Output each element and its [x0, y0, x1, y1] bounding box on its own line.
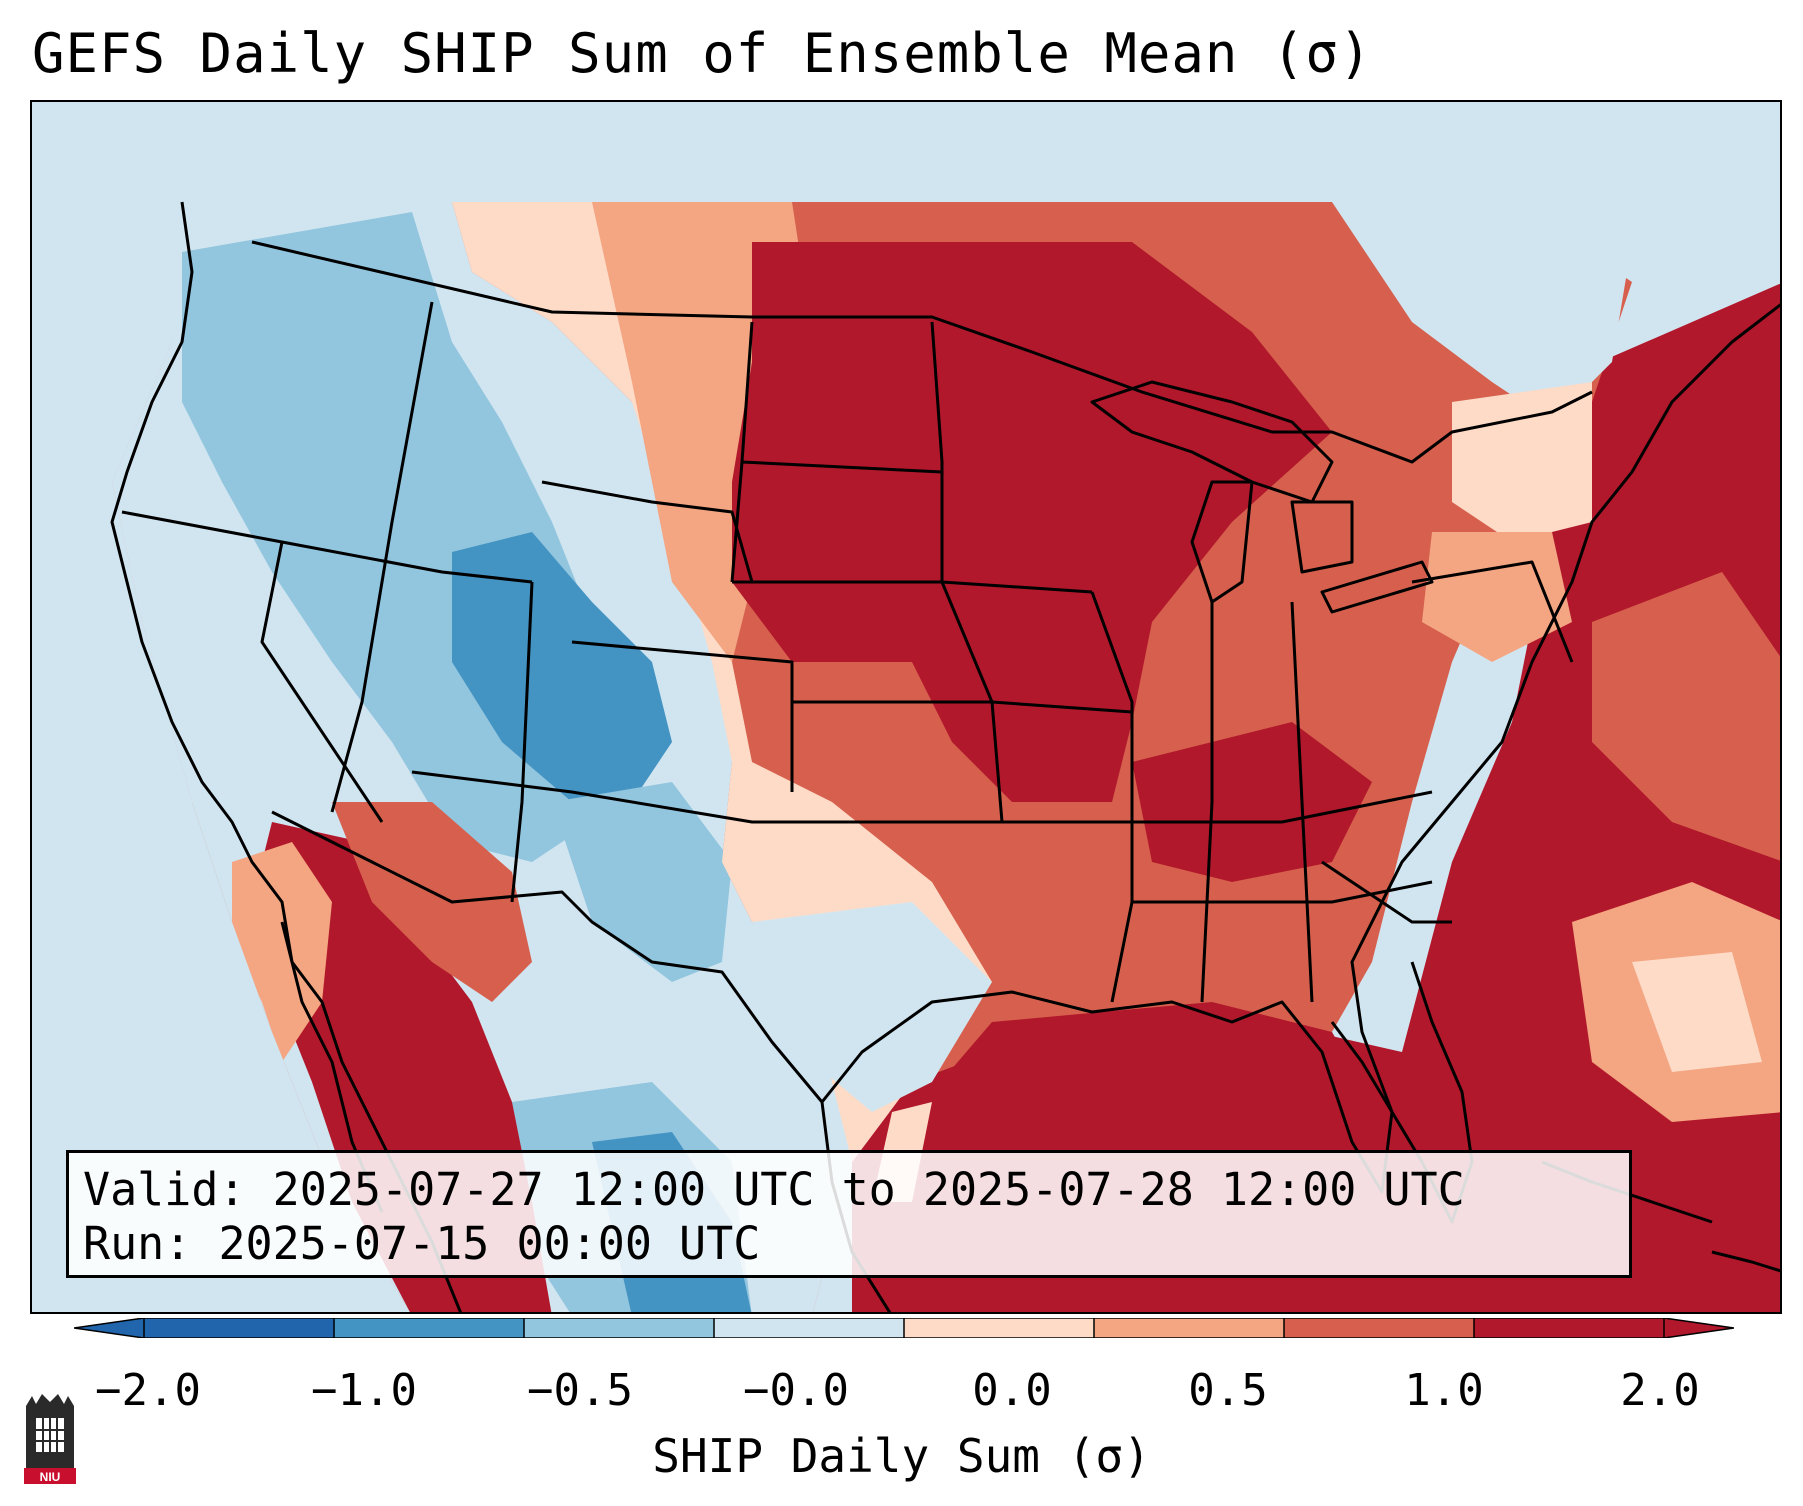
- arizona-warm: [332, 802, 532, 1002]
- nm-texas-cool: [552, 782, 732, 982]
- ship-map: [32, 102, 1780, 1312]
- colorbar-tick-label: −1.0: [311, 1365, 417, 1416]
- colorbar-tick-label: −0.5: [527, 1365, 633, 1416]
- colorbar-segment-6: [1284, 1318, 1474, 1338]
- tennessee-hot: [1132, 722, 1372, 882]
- quebec-cool: [1332, 202, 1632, 422]
- colorbar-tick-label: 2.0: [1620, 1365, 1700, 1416]
- utah-colorado-core: [452, 532, 672, 802]
- colorbar-tick-label: 0.5: [1188, 1365, 1268, 1416]
- state-line-nd-sd: [741, 460, 943, 474]
- baja-warm: [232, 842, 332, 1062]
- colorbar-segment-5: [1094, 1318, 1284, 1338]
- lake-superior: [1090, 380, 1334, 504]
- texas-cool: [752, 902, 992, 1112]
- colorbar-tick-label: 0.0: [972, 1365, 1052, 1416]
- pacific-ocean: [32, 102, 410, 1312]
- valid-run-info-box: Valid: 2025-07-27 12:00 UTC to 2025-07-2…: [66, 1150, 1632, 1278]
- state-line-mississippi: [1090, 591, 1134, 1003]
- gulf-atlantic-coast: [820, 303, 1780, 1194]
- niu-logo-icon: NIU: [24, 1394, 76, 1484]
- state-line-ne: [732, 580, 1093, 594]
- colorbar: [74, 1318, 1734, 1338]
- state-line-ut-co: [510, 581, 534, 903]
- state-line-south: [1132, 880, 1433, 904]
- canada-us-border: [251, 240, 1593, 464]
- state-line-wyoming: [541, 480, 754, 583]
- niu-logo-text: NIU: [40, 1470, 61, 1484]
- colorbar-extend-low: [74, 1318, 144, 1338]
- map-outlines: [110, 201, 1780, 1312]
- lake-huron: [1290, 500, 1354, 574]
- colorbar-segment-3: [714, 1318, 904, 1338]
- colorbar-segment-4: [904, 1318, 1094, 1338]
- colorbar-tick-label: −2.0: [95, 1365, 201, 1416]
- colorbar-segment-2: [524, 1318, 714, 1338]
- state-line-sc: [1321, 860, 1452, 924]
- new-england-neutral: [1452, 382, 1592, 542]
- valid-time-text: Valid: 2025-07-27 12:00 UTC to 2025-07-2…: [83, 1163, 1465, 1216]
- state-line-2: [121, 510, 533, 584]
- map-panel: [30, 100, 1782, 1314]
- colorbar-segment-7: [1474, 1318, 1664, 1338]
- state-line-in-al: [1200, 602, 1214, 1003]
- state-line-ks: [792, 700, 1133, 714]
- colorbar-tick-label: 1.0: [1404, 1365, 1484, 1416]
- lake-erie: [1320, 560, 1434, 614]
- state-line-co: [571, 640, 794, 792]
- state-line-ok-ar: [992, 790, 1433, 824]
- state-line-pa: [1411, 560, 1574, 663]
- colorbar-segment-0: [144, 1318, 334, 1338]
- colorbar-segment-1: [334, 1318, 524, 1338]
- atlantic-patch-3: [1632, 952, 1762, 1072]
- hispaniola-outline: [1711, 1250, 1780, 1273]
- atlantic-patch-1: [1592, 572, 1780, 861]
- pacific-coastline: [110, 201, 462, 1312]
- state-line-1: [330, 301, 434, 813]
- colorbar-extend-high: [1664, 1318, 1734, 1338]
- map-title: GEFS Daily SHIP Sum of Ensemble Mean (σ): [32, 22, 1373, 85]
- state-line-4corners: [411, 770, 992, 824]
- central-hot-core: [732, 242, 1332, 802]
- lake-michigan: [1190, 480, 1254, 604]
- state-line-nevada: [260, 541, 384, 823]
- colorbar-tick-label: −0.0: [743, 1365, 849, 1416]
- state-line-oh-ga: [1290, 601, 1314, 1003]
- run-time-text: Run: 2025-07-15 00:00 UTC: [83, 1217, 761, 1270]
- colorbar-label: SHIP Daily Sum (σ): [652, 1429, 1151, 1483]
- mexico-us-border: [271, 810, 824, 1103]
